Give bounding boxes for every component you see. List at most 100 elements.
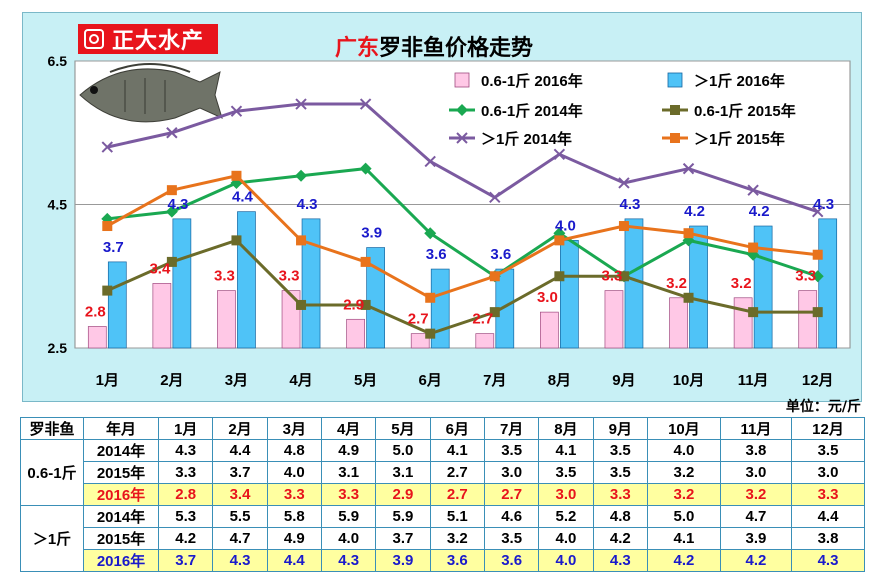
brand-logo: 正大水产 (78, 24, 218, 54)
table-row: 2015年 3.3 3.7 4.0 3.1 3.1 2.7 3.0 3.5 3.5 3.2 3.0 3.… (21, 461, 865, 484)
bar-pink-2016 (669, 297, 688, 349)
line-small-2014-point (811, 270, 824, 283)
legend-label: 0.6-1斤 2014年 (481, 102, 583, 120)
bar-blue-2016 (818, 218, 838, 349)
bar-blue-2016 (624, 218, 644, 349)
data-label-blue: 4.3 (813, 196, 834, 213)
table-value-cell: 4.0 (320, 527, 377, 550)
line-gt1-2015-point (166, 185, 177, 196)
line-gt1-2015-point (102, 221, 113, 232)
line-gt1-2015-point (812, 249, 823, 260)
table-value-cell: 4.2 (719, 549, 793, 572)
table-value-cell: 4.2 (157, 527, 214, 550)
line-small-2014-point (424, 227, 437, 240)
table-value-cell: 4.2 (646, 549, 721, 572)
table-value-cell: 4.7 (719, 505, 793, 528)
unit-label: 单位：元/斤 (785, 399, 861, 415)
table-value-cell: 4.0 (646, 439, 721, 462)
x-tick-label: 12月 (802, 372, 834, 389)
table-value-cell: 4.9 (320, 439, 377, 462)
table-value-cell: 4.1 (538, 439, 594, 462)
bar-pink-2016 (798, 290, 818, 349)
data-label-pink: 2.7 (472, 311, 493, 328)
table-value-cell: 4.0 (266, 461, 322, 484)
x-tick-label: 4月 (289, 372, 312, 389)
table-year-cell: 2016年 (83, 549, 159, 572)
bar-blue-2016 (237, 211, 256, 349)
table-value-cell: 3.2 (646, 483, 721, 506)
table-row: ＞1斤 2014年 5.3 5.5 5.8 5.9 5.9 5.1 4.6 5.2 4.8 5.0 4.… (20, 505, 865, 572)
table-value-cell: 3.5 (791, 439, 865, 462)
legend-marker (456, 104, 468, 116)
data-label-blue: 3.6 (490, 246, 511, 263)
table-value-cell: 4.3 (320, 549, 377, 572)
table-value-cell: 5.0 (646, 505, 721, 528)
line-small-2015 (106, 238, 818, 336)
table-value-cell: 3.8 (719, 439, 793, 462)
line-gt1-2014-point (747, 184, 759, 196)
legend-label: ＞1斤 2016年 (694, 72, 785, 90)
x-tick-label: 5月 (354, 372, 377, 389)
title-region: 广东 (335, 36, 380, 61)
legend-marker (670, 105, 680, 115)
line-small-2015-point (425, 328, 436, 339)
data-label-pink: 3.2 (666, 275, 687, 292)
data-label-blue: 4.3 (620, 196, 641, 213)
table-value-cell: 3.6 (483, 549, 540, 572)
line-small-2015-point (489, 307, 500, 318)
table-value-cell: 3.1 (320, 461, 377, 484)
line-gt1-2014-point (166, 127, 178, 139)
table-value-cell: 2.7 (483, 483, 540, 506)
data-label-pink: 3.3 (214, 268, 235, 285)
line-gt1-2015-point (296, 235, 307, 246)
table-value-cell: 4.0 (538, 527, 594, 550)
bar-pink-2016 (152, 283, 172, 349)
line-gt1-2015 (106, 174, 818, 300)
table-value-cell: 3.7 (212, 461, 268, 484)
table-year-header: 年月 (83, 417, 159, 440)
table-value-cell: 4.8 (592, 505, 648, 528)
line-gt1-2015-point (554, 235, 565, 246)
table-row: 0.6-1斤 2014年 4.3 4.4 4.8 4.9 5.0 4.1 3.5 4.1 3.5 4.… (20, 439, 865, 506)
line-gt1-2014-point (553, 148, 566, 160)
data-label-blue: 4.3 (167, 196, 188, 213)
table-value-cell: 3.0 (483, 461, 540, 484)
table-value-cell: 3.3 (266, 483, 322, 506)
line-gt1-2014-point (101, 141, 113, 153)
data-label-blue: 4.0 (555, 217, 576, 234)
x-tick-label: 10月 (673, 372, 705, 389)
table-year-cell: 2014年 (83, 505, 159, 528)
table-value-cell: 4.8 (266, 439, 322, 462)
data-label-pink: 2.9 (343, 296, 364, 313)
table-value-cell: 5.5 (212, 505, 268, 528)
data-label-pink: 3.3 (279, 268, 300, 285)
table-value-cell: 3.5 (483, 527, 540, 550)
bar-pink-2016 (475, 333, 495, 349)
line-gt1-2015-point (425, 292, 436, 303)
table-value-cell: 4.2 (592, 527, 648, 550)
table-value-cell: 4.4 (212, 439, 268, 462)
table-value-cell: 3.0 (791, 461, 865, 484)
data-label-pink: 2.7 (408, 311, 429, 328)
y-tick-label: 6.5 (48, 53, 68, 69)
table-month-header: 2月 (212, 417, 268, 440)
table-value-cell: 3.0 (719, 461, 793, 484)
table-year-cell: 2015年 (83, 527, 159, 550)
data-label-pink: 3.4 (149, 260, 171, 277)
table-value-cell: 3.5 (592, 461, 648, 484)
table-value-cell: 5.2 (538, 505, 594, 528)
line-gt1-2014-point (295, 98, 307, 110)
x-tick-label: 1月 (96, 372, 119, 389)
legend-label: ＞1斤 2014年 (481, 130, 572, 148)
line-gt1-2014-point (812, 205, 824, 218)
line-small-2014-point (165, 205, 178, 218)
legend-label: 0.6-1斤 2015年 (694, 102, 796, 120)
line-gt1-2014-point (359, 98, 372, 110)
legend-marker (456, 132, 468, 144)
table-month-header: 8月 (538, 417, 594, 440)
data-label-pink: 2.8 (85, 303, 106, 320)
line-small-2014 (107, 167, 819, 279)
table-month-header: 4月 (320, 417, 377, 440)
table-value-cell: 4.7 (212, 527, 268, 550)
table-value-cell: 2.8 (157, 483, 214, 506)
